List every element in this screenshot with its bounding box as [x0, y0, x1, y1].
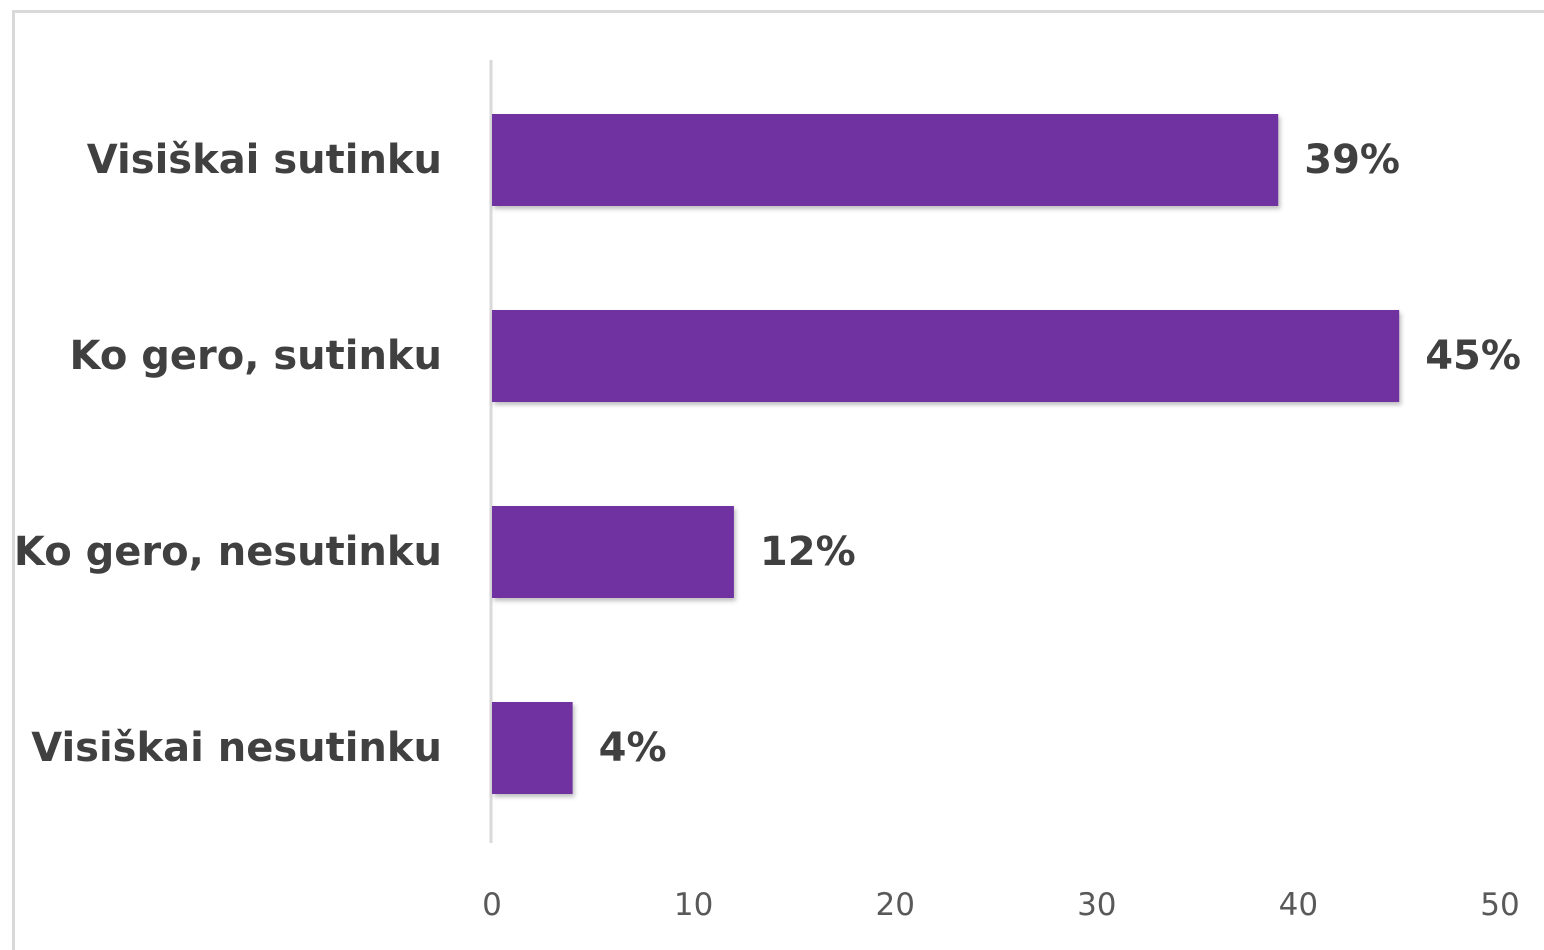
x-tick-label: 50 — [1480, 887, 1519, 923]
bar — [492, 114, 1279, 206]
x-axis-ticks: 0 10 20 30 40 50 — [482, 887, 1520, 923]
x-tick-label: 30 — [1077, 887, 1116, 923]
data-label: 12% — [760, 529, 856, 575]
category-label: Ko gero, nesutinku — [14, 529, 442, 575]
x-tick-label: 10 — [674, 887, 713, 923]
bars — [492, 114, 1400, 794]
data-labels: 39% 45% 12% 4% — [599, 137, 1521, 771]
category-label: Visiškai nesutinku — [31, 725, 442, 771]
data-label: 4% — [599, 725, 667, 771]
category-label: Ko gero, sutinku — [70, 333, 442, 379]
x-tick-label: 40 — [1279, 887, 1318, 923]
x-tick-label: 20 — [875, 887, 914, 923]
data-label: 45% — [1425, 333, 1521, 379]
bar — [492, 310, 1400, 402]
category-labels: Visiškai sutinku Ko gero, sutinku Ko gero,… — [14, 137, 442, 771]
data-label: 39% — [1304, 137, 1400, 183]
x-tick-label: 0 — [482, 887, 502, 923]
bar — [492, 702, 573, 794]
bar — [492, 506, 734, 598]
category-label: Visiškai sutinku — [87, 137, 442, 183]
